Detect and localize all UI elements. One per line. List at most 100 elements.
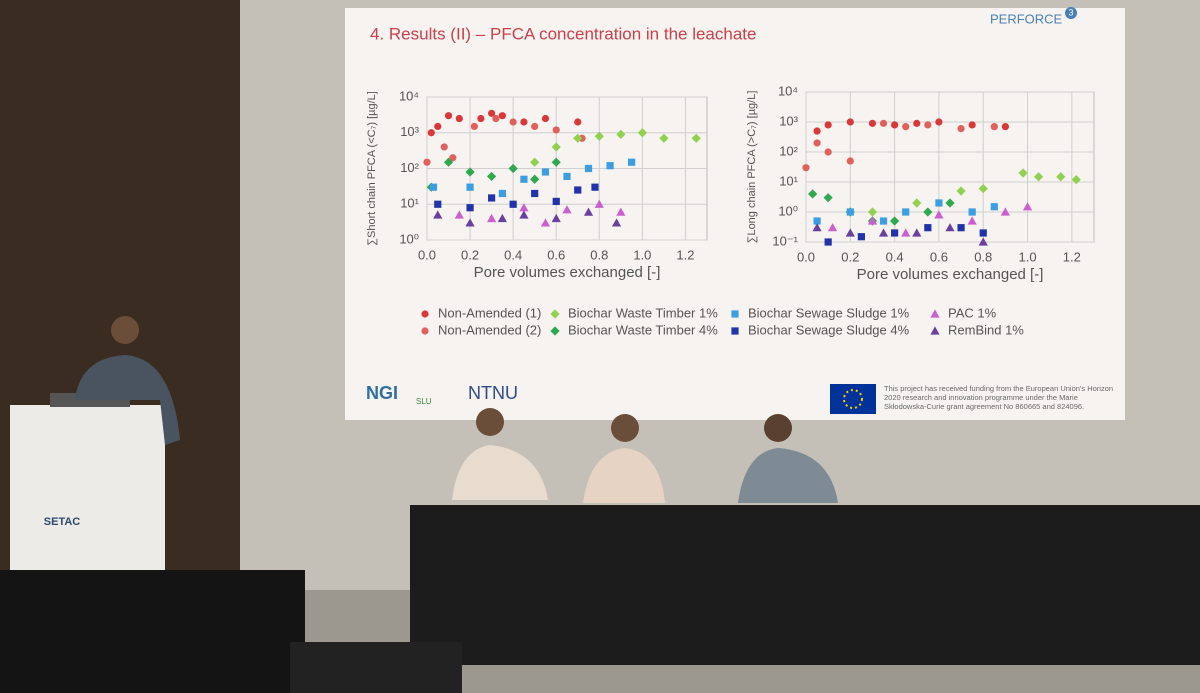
x-axis-label: Pore volumes exchanged [-] [474,264,661,281]
legend-marker [731,310,739,318]
point [1034,172,1044,182]
point [628,158,636,166]
point [913,119,921,127]
y-tick-label: 10⁰ [778,203,798,218]
y-tick-label: 10¹ [400,196,419,211]
point [616,207,626,216]
point [1022,202,1033,211]
point [531,189,539,198]
point [812,223,822,232]
point [574,186,582,194]
panelist-body [583,448,665,503]
podium-label: SETAC [44,516,81,528]
point [497,213,507,223]
point [466,204,474,212]
point [488,194,496,202]
point [1056,172,1066,182]
x-tick-label: 1.0 [1018,249,1036,264]
point [967,216,977,225]
point [813,127,821,135]
x-tick-label: 0.2 [461,247,479,262]
point [498,112,506,120]
speaker-box [0,570,305,693]
logo: PERFORCE [990,11,1063,26]
point [584,164,593,173]
point [594,131,604,141]
point [802,164,810,172]
speaker-head [111,316,139,344]
point [574,118,582,126]
speaker-box [290,642,462,693]
x-tick-label: 0.6 [930,249,948,264]
legend-label: Non-Amended (1) [438,305,541,320]
point [455,114,463,123]
point [945,198,955,208]
y-axis-label: ∑Long chain PFCA (>C₇) [µg/L] [746,91,758,244]
point [509,118,517,126]
legend-label: PAC 1% [948,305,997,320]
point [935,199,943,207]
point [509,200,517,208]
point [611,218,622,227]
point [465,218,475,227]
legend-marker [930,309,940,318]
point [563,172,571,181]
point [562,205,572,214]
point [827,223,838,232]
point [466,183,474,191]
point [429,183,438,191]
x-axis-label: Pore volumes exchanged [-] [857,266,1044,283]
slide-title: 4. Results (II) – PFCA concentration in … [370,24,756,43]
point [530,157,540,167]
point [551,157,561,167]
point [979,229,987,237]
point [594,199,604,208]
point [890,216,900,226]
point [1000,207,1010,216]
point [912,228,922,237]
y-tick-label: 10² [400,160,419,175]
point [434,200,442,208]
point [427,129,435,137]
point [945,223,955,232]
point [552,126,560,134]
legend-marker [421,310,429,318]
point [434,122,442,131]
y-tick-label: 10³ [400,124,419,139]
slide [345,8,1125,420]
point [846,118,854,126]
point [902,123,910,131]
point [519,210,529,219]
point [879,217,888,225]
y-tick-label: 10⁴ [778,83,798,98]
point [924,224,932,232]
eu-stars [843,389,863,409]
point [957,125,965,133]
eu-flag [830,384,876,414]
y-tick-label: 10¹ [779,173,798,188]
x-tick-label: 1.0 [633,247,651,262]
point [444,112,453,120]
point [454,210,464,219]
point [902,208,910,216]
y-tick-label: 10³ [779,113,798,128]
point [813,139,821,147]
point [868,119,877,127]
x-tick-label: 0.2 [841,249,859,264]
panelist-head [764,414,792,442]
point [449,154,457,162]
point [477,114,485,123]
legend-label: Biochar Sewage Sludge 4% [748,322,910,337]
point [520,118,528,126]
point [846,208,854,216]
point [968,208,976,216]
legend-label: Biochar Sewage Sludge 1% [748,305,910,320]
partner-logo: NGI [366,383,398,403]
point [923,207,933,217]
point [891,229,899,237]
podium [10,405,165,575]
point [1018,168,1028,178]
point [912,198,922,208]
panelist-body [452,445,548,500]
point [520,175,528,183]
